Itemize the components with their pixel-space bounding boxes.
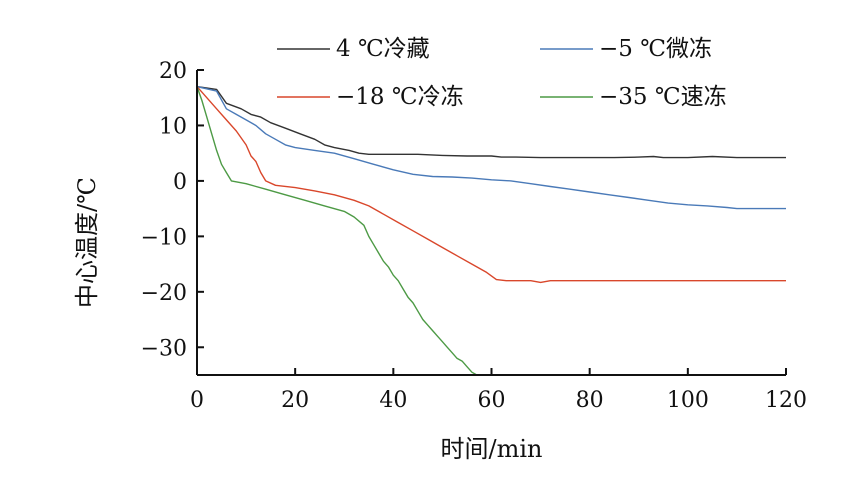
y-tick-group: 20 10 0 −10 −20 −30 [141, 59, 204, 361]
series-line-1 [197, 85, 786, 159]
y-axis-title: 中心温度/℃ [73, 177, 101, 308]
y-tick-label: −10 [141, 225, 187, 250]
series-line-3 [197, 86, 786, 284]
series-line-2 [197, 85, 786, 210]
x-tick-group: 0 20 40 60 80 100 120 [190, 368, 807, 413]
legend-label-2: −5 ℃微冻 [599, 36, 712, 62]
x-axis-title: 时间/min [441, 435, 543, 463]
plot-series-group [197, 85, 786, 375]
series-line-4 [197, 86, 478, 375]
legend-label-3: −18 ℃冷冻 [336, 84, 464, 110]
legend-label-4: −35 ℃速冻 [599, 84, 727, 110]
legend: 4 ℃冷藏 −5 ℃微冻 −18 ℃冷冻 −35 ℃速冻 [277, 36, 727, 110]
x-tick-label: 120 [765, 388, 807, 413]
y-tick-label: 10 [159, 114, 187, 139]
x-tick-label: 60 [478, 388, 506, 413]
x-tick-label: 80 [576, 388, 604, 413]
x-tick-label: 0 [190, 388, 204, 413]
y-tick-label: 0 [173, 170, 187, 195]
x-tick-label: 100 [667, 388, 709, 413]
x-tick-label: 20 [281, 388, 309, 413]
legend-label-1: 4 ℃冷藏 [336, 36, 430, 62]
y-tick-label: −30 [141, 336, 187, 361]
y-tick-label: 20 [159, 59, 187, 84]
x-tick-label: 40 [379, 388, 407, 413]
y-tick-label: −20 [141, 281, 187, 306]
